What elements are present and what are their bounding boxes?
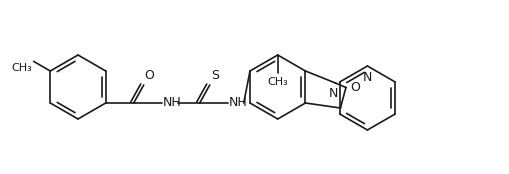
Text: S: S — [211, 69, 219, 82]
Text: CH₃: CH₃ — [11, 63, 32, 73]
Text: CH₃: CH₃ — [267, 77, 288, 87]
Text: NH: NH — [163, 97, 182, 109]
Text: O: O — [350, 81, 360, 94]
Text: N: N — [363, 71, 372, 84]
Text: NH: NH — [229, 97, 247, 109]
Text: O: O — [145, 69, 155, 82]
Text: N: N — [329, 87, 338, 100]
